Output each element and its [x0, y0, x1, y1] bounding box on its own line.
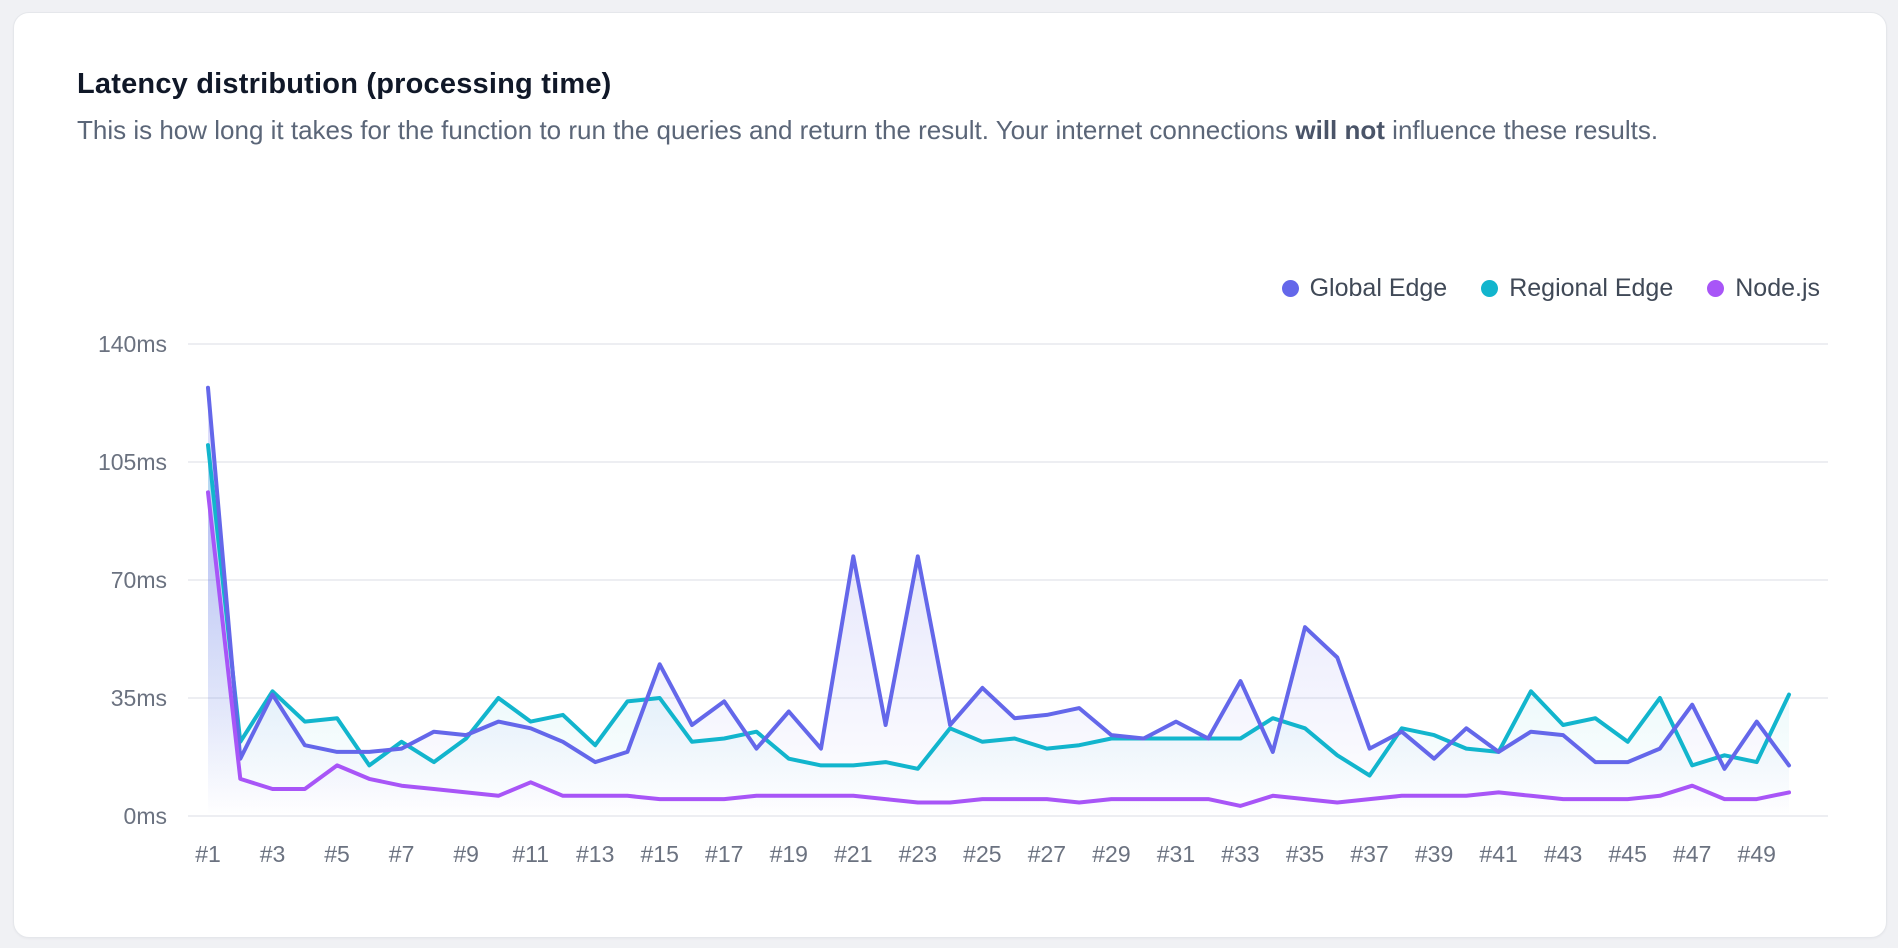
y-axis-tick-label: 140ms: [98, 331, 167, 357]
y-axis-tick-label: 0ms: [124, 803, 167, 829]
global-edge-dot-icon: [1281, 280, 1299, 297]
series-line-global-edge: [206, 385, 1791, 771]
legend-item-regional-edge[interactable]: Regional Edge: [1481, 274, 1673, 303]
x-axis-tick-label: #21: [834, 841, 872, 867]
legend-item-global-edge[interactable]: Global Edge: [1281, 274, 1448, 303]
x-axis-tick-label: #47: [1673, 841, 1711, 867]
x-axis-tick-label: #17: [705, 841, 743, 867]
x-axis-tick-label: #37: [1350, 841, 1388, 867]
series-line-node-js: [206, 490, 1791, 808]
x-axis-tick-label: #23: [899, 841, 937, 867]
x-axis-tick-label: #27: [1028, 841, 1066, 867]
x-axis-tick-label: #31: [1157, 841, 1195, 867]
y-axis-tick-label: 105ms: [98, 449, 167, 475]
x-axis-tick-label: #5: [324, 841, 350, 867]
chart-description: This is how long it takes for the functi…: [77, 110, 1817, 151]
x-axis-tick-label: #7: [389, 841, 415, 867]
x-axis-tick-label: #33: [1221, 841, 1259, 867]
series-area-node-js: [208, 492, 1789, 816]
x-axis-tick-label: #35: [1286, 841, 1324, 867]
legend-label: Node.js: [1735, 274, 1820, 302]
axis-label-layer: 0ms 35ms 70ms 105ms 140ms #1 #3 #5 #7 #9 #11 #13 #15…: [98, 331, 1776, 867]
x-axis-tick-label: #39: [1415, 841, 1453, 867]
legend-label: Regional Edge: [1509, 274, 1674, 302]
x-axis-tick-label: #13: [576, 841, 614, 867]
x-axis-tick-label: #15: [641, 841, 679, 867]
y-axis-tick-label: 35ms: [111, 685, 167, 711]
x-axis-tick-label: #9: [453, 841, 479, 867]
x-axis-tick-label: #1: [195, 841, 221, 867]
x-axis-tick-label: #49: [1738, 841, 1776, 867]
x-axis-tick-label: #29: [1092, 841, 1130, 867]
y-axis-tick-label: 70ms: [111, 567, 167, 593]
chart-legend: Global Edge Regional Edge Node.js: [1281, 274, 1820, 303]
x-axis-tick-label: #25: [963, 841, 1001, 867]
series-area-regional-edge: [208, 445, 1789, 816]
x-axis-tick-label: #3: [260, 841, 286, 867]
chart-description-bold: will not: [1295, 115, 1385, 145]
chart-description-text-after: influence these results.: [1384, 115, 1659, 145]
legend-item-nodejs[interactable]: Node.js: [1707, 274, 1820, 303]
x-axis-tick-label: #41: [1479, 841, 1517, 867]
nodejs-dot-icon: [1707, 280, 1725, 297]
x-axis-tick-label: #19: [770, 841, 808, 867]
x-axis-tick-label: #11: [512, 841, 549, 867]
regional-edge-dot-icon: [1481, 280, 1499, 297]
chart-description-text: This is how long it takes for the functi…: [77, 115, 1296, 145]
line-layer: [206, 385, 1791, 808]
x-axis-tick-label: #45: [1608, 841, 1646, 867]
legend-label: Global Edge: [1309, 274, 1448, 302]
x-axis-tick-label: #43: [1544, 841, 1582, 867]
page-title: Latency distribution (processing time): [77, 68, 612, 100]
